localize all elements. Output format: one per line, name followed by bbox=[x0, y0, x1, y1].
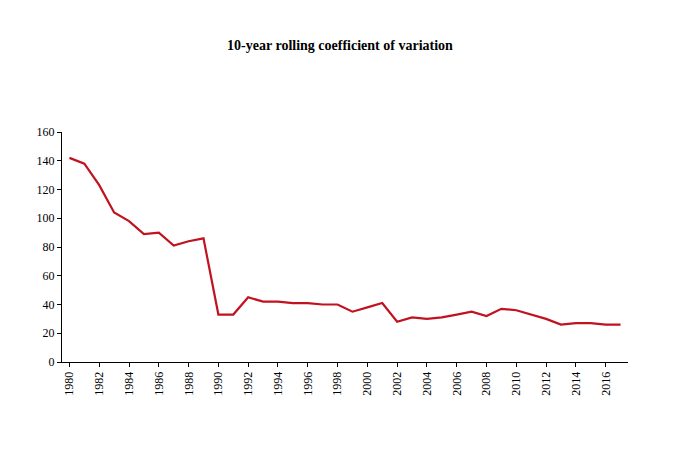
svg-text:2004: 2004 bbox=[420, 372, 434, 396]
svg-text:80: 80 bbox=[43, 240, 55, 254]
svg-text:2010: 2010 bbox=[509, 372, 523, 396]
svg-text:0: 0 bbox=[49, 355, 55, 369]
svg-text:40: 40 bbox=[43, 298, 55, 312]
svg-text:1998: 1998 bbox=[330, 372, 344, 396]
svg-text:2008: 2008 bbox=[479, 372, 493, 396]
svg-text:1984: 1984 bbox=[122, 372, 136, 396]
svg-text:120: 120 bbox=[37, 183, 55, 197]
svg-text:2006: 2006 bbox=[450, 372, 464, 396]
svg-text:2014: 2014 bbox=[569, 372, 583, 396]
svg-text:1986: 1986 bbox=[152, 372, 166, 396]
svg-text:2000: 2000 bbox=[360, 372, 374, 396]
svg-text:100: 100 bbox=[37, 211, 55, 225]
svg-text:60: 60 bbox=[43, 269, 55, 283]
svg-text:1980: 1980 bbox=[62, 372, 76, 396]
svg-text:1994: 1994 bbox=[271, 372, 285, 396]
svg-text:1996: 1996 bbox=[301, 372, 315, 396]
svg-text:1988: 1988 bbox=[182, 372, 196, 396]
svg-text:2016: 2016 bbox=[599, 372, 613, 396]
svg-text:160: 160 bbox=[37, 125, 55, 139]
svg-text:2002: 2002 bbox=[390, 372, 404, 396]
svg-text:2012: 2012 bbox=[539, 372, 553, 396]
svg-text:1990: 1990 bbox=[211, 372, 225, 396]
svg-text:1982: 1982 bbox=[92, 372, 106, 396]
svg-text:10-year rolling coefficient of: 10-year rolling coefficient of variation bbox=[227, 38, 453, 53]
svg-text:20: 20 bbox=[43, 326, 55, 340]
svg-text:1992: 1992 bbox=[241, 372, 255, 396]
svg-text:140: 140 bbox=[37, 154, 55, 168]
